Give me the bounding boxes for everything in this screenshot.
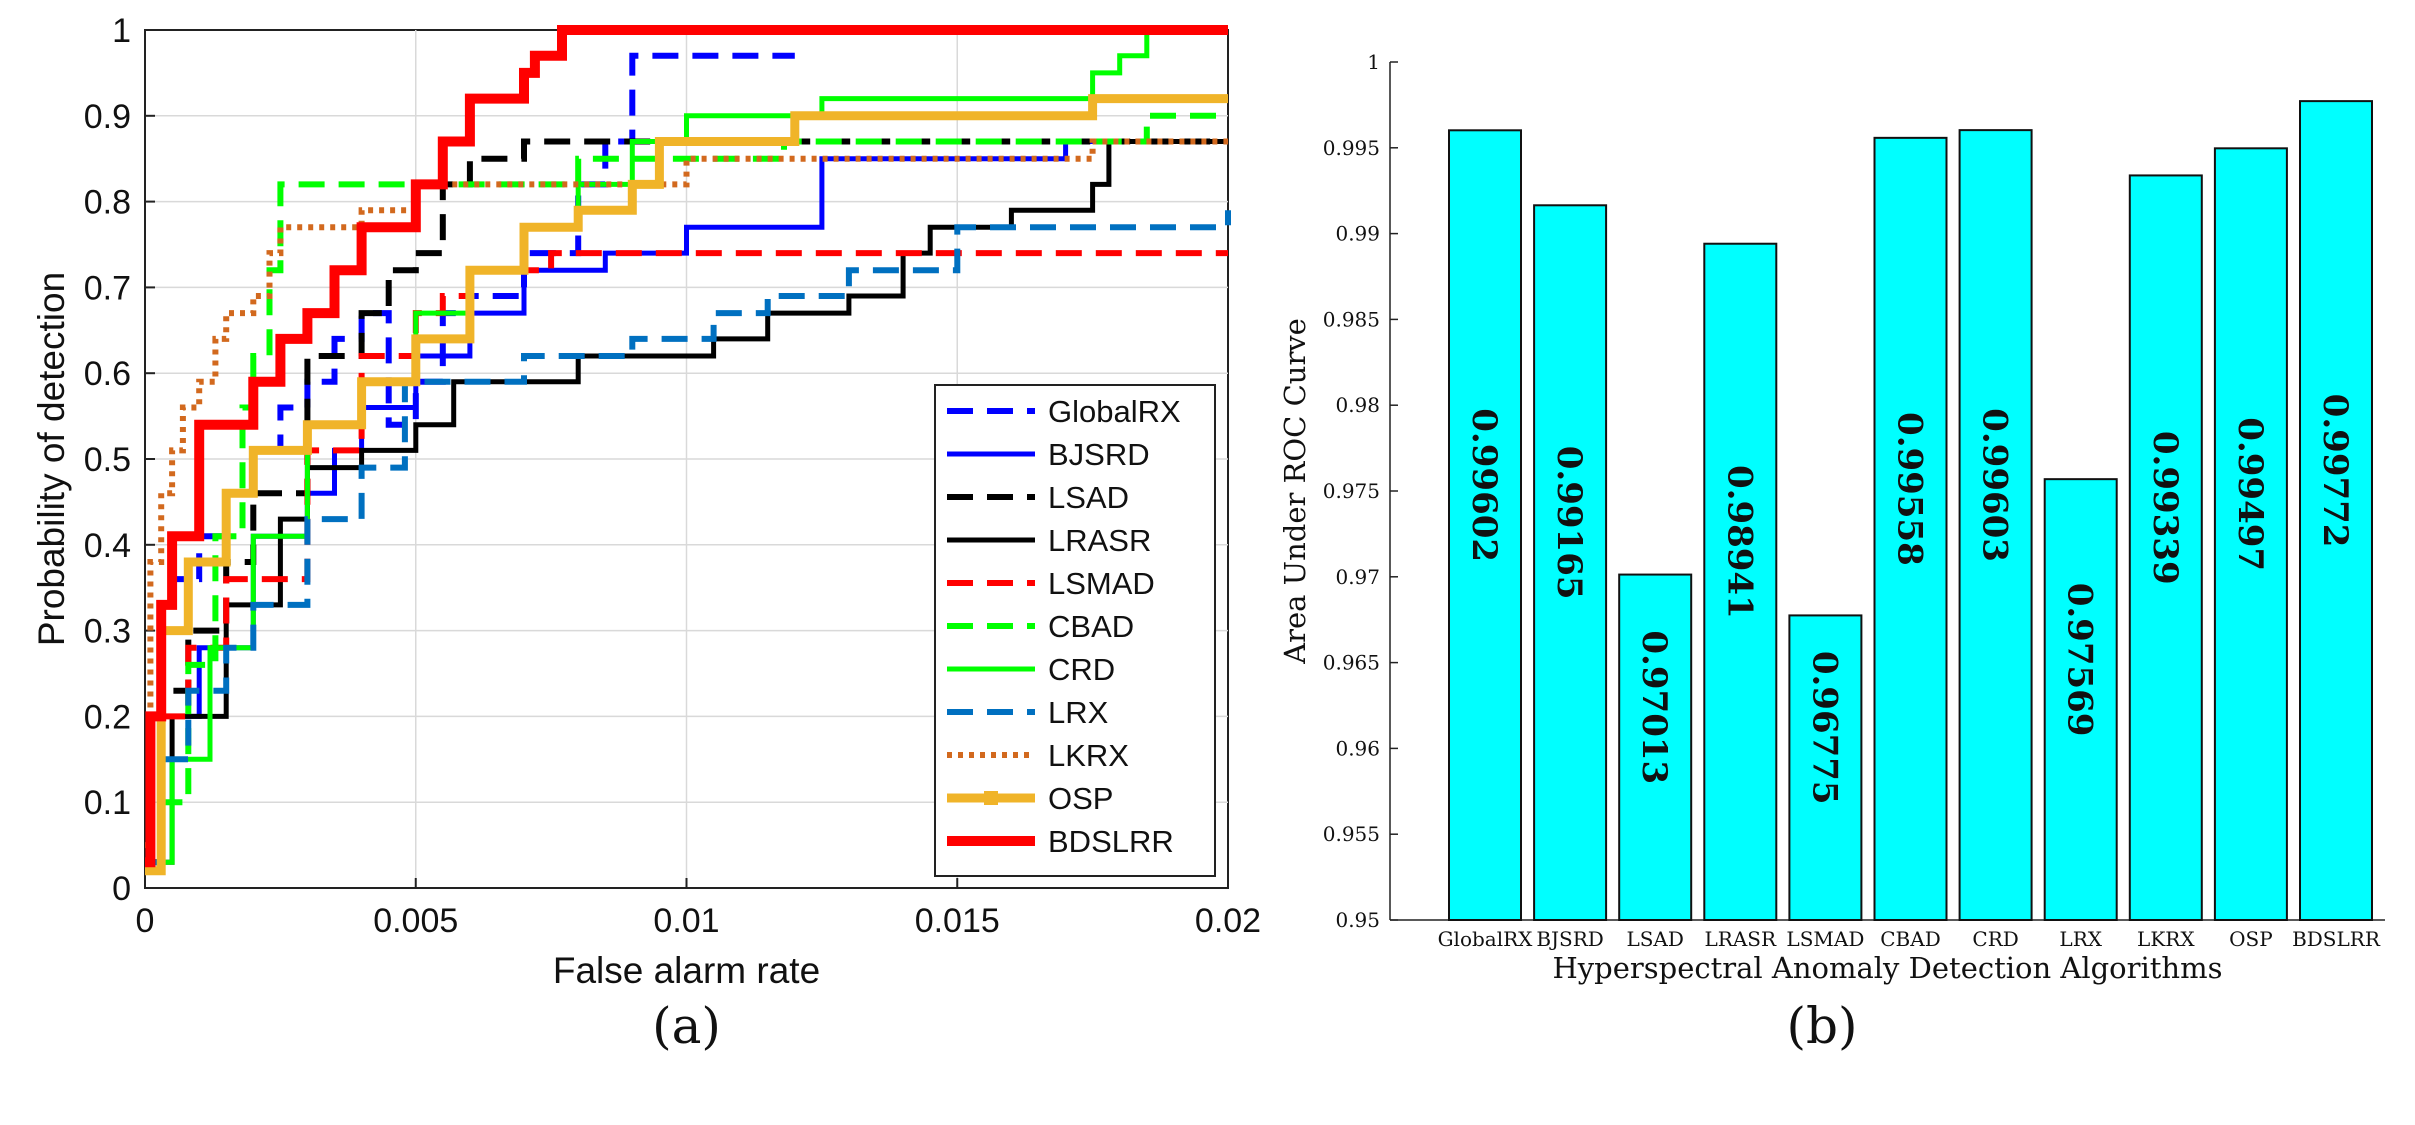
auc-y-tick-label: 0.97 — [1335, 565, 1380, 589]
auc-y-tick-label: 0.975 — [1323, 479, 1380, 503]
auc-bar-value-label: 0.99558 — [1890, 412, 1930, 566]
auc-bar-value-label: 0.99497 — [2230, 417, 2270, 571]
roc-y-tick-label: 0.2 — [84, 698, 131, 736]
auc-x-tick-label: LSMAD — [1786, 927, 1864, 951]
auc-bar — [1618, 573, 1693, 921]
auc-x-tick-label: BDSLRR — [2292, 927, 2381, 951]
roc-y-tick-label: 0.5 — [84, 441, 131, 479]
auc-bar — [1533, 204, 1608, 921]
auc-bar-value-label: 0.97013 — [1634, 630, 1674, 784]
roc-x-tick-label: 0.02 — [1195, 902, 1261, 940]
roc-legend-label: LSAD — [1048, 480, 1129, 515]
roc-legend-label: OSP — [1048, 781, 1113, 816]
auc-bar — [1703, 242, 1778, 921]
roc-legend-label: CRD — [1048, 652, 1115, 687]
roc-y-tick-label: 0.9 — [84, 98, 131, 136]
auc-x-tick-label: LRX — [2059, 927, 2102, 951]
roc-legend-label: GlobalRX — [1048, 394, 1181, 429]
roc-y-tick-label: 1 — [112, 12, 131, 50]
auc-x-tick-label: BJSRD — [1536, 927, 1604, 951]
roc-legend-label: LRX — [1048, 695, 1109, 730]
roc-y-tick-label: 0.8 — [84, 184, 131, 222]
auc-bar-value-label: 0.99339 — [2145, 431, 2185, 585]
auc-bar-value-label: 0.99603 — [1975, 408, 2015, 562]
auc-bar-value-label: 0.97569 — [2060, 583, 2100, 737]
auc-bar — [1788, 614, 1863, 921]
panel-b-label: (b) — [1786, 997, 1857, 1055]
roc-tick-labels: 0 0.005 0.01 0.015 0.02 0 0.1 0.2 0.3 0.4 0.5 0.6 0.… — [84, 12, 1261, 940]
roc-series-group — [145, 25, 1231, 876]
roc-legend: GlobalRX BJSRD LSAD LRASR LSMAD CBAD CRD LRX LKR… — [934, 384, 1216, 877]
auc-bar — [1448, 129, 1522, 921]
auc-bar-value-label: 0.99602 — [1464, 408, 1504, 562]
roc-legend-marker — [984, 791, 998, 805]
auc-x-tick-label: GlobalRX — [1438, 927, 1534, 951]
roc-x-tick-label: 0.01 — [653, 902, 719, 940]
auc-x-tick-label: LKRX — [2137, 927, 2195, 951]
roc-x-tick-label: 0.015 — [915, 902, 1000, 940]
roc-series-lrx — [145, 210, 1231, 866]
auc-x-tick-label: OSP — [2229, 927, 2273, 951]
roc-legend-label: LSMAD — [1048, 566, 1155, 601]
auc-y-tick-label: 1 — [1367, 50, 1380, 74]
auc-tick-labels: 0.95 0.955 0.96 0.965 0.97 0.975 0.98 0.985 0.99… — [1323, 50, 2381, 951]
auc-bar-panel: 0.99602 0.99165 0.97013 0.98941 0.96775 0.995… — [1278, 50, 2385, 1055]
auc-bar — [2043, 478, 2118, 921]
roc-y-tick-label: 0.7 — [84, 269, 131, 307]
auc-bar-value-label: 0.99772 — [2315, 394, 2355, 548]
auc-y-tick-label: 0.985 — [1323, 307, 1380, 331]
roc-y-tick-label: 0.6 — [84, 355, 131, 393]
auc-bar-value-label: 0.99165 — [1549, 446, 1589, 600]
auc-bar — [1958, 129, 2033, 922]
auc-bar — [2213, 147, 2288, 921]
roc-series-osp — [145, 94, 1228, 876]
roc-series-bdslrr — [145, 25, 1228, 868]
roc-y-tick-label: 0.4 — [84, 527, 131, 565]
roc-legend-label: LKRX — [1048, 738, 1129, 773]
roc-x-tick-label: 0.005 — [373, 902, 458, 940]
auc-x-tick-label: CRD — [1972, 927, 2018, 951]
roc-series-lsad — [145, 138, 1228, 866]
auc-bar — [2299, 100, 2373, 921]
roc-legend-label: CBAD — [1048, 609, 1134, 644]
roc-legend-label: BDSLRR — [1048, 824, 1174, 859]
roc-y-axis-label: Probability of detection — [31, 272, 72, 646]
auc-x-tick-label: LSAD — [1626, 927, 1683, 951]
auc-y-tick-label: 0.96 — [1335, 736, 1380, 760]
auc-bar-value-label: 0.98941 — [1719, 465, 1759, 619]
roc-y-tick-label: 0 — [112, 870, 131, 908]
panel-a-label: (a) — [652, 997, 721, 1055]
auc-y-tick-label: 0.99 — [1335, 222, 1380, 246]
roc-y-tick-label: 0.1 — [84, 784, 131, 822]
auc-y-tick-label: 0.955 — [1323, 822, 1380, 846]
roc-legend-label: LRASR — [1048, 523, 1151, 558]
auc-y-tick-label: 0.965 — [1323, 651, 1380, 675]
auc-y-tick-label: 0.98 — [1335, 393, 1380, 417]
auc-bar — [2128, 174, 2203, 921]
auc-y-axis-label: Area Under ROC Curve — [1278, 318, 1312, 665]
roc-legend-label: BJSRD — [1048, 437, 1150, 472]
auc-x-tick-label: CBAD — [1880, 927, 1940, 951]
roc-y-tick-label: 0.3 — [84, 613, 131, 651]
roc-x-axis-label: False alarm rate — [553, 950, 820, 991]
roc-x-tick-label: 0 — [136, 902, 155, 940]
auc-bar — [1873, 136, 1948, 921]
auc-y-tick-label: 0.995 — [1323, 136, 1380, 160]
auc-x-axis-label: Hyperspectral Anomaly Detection Algorith… — [1552, 951, 2222, 985]
auc-bar-value-label: 0.96775 — [1804, 651, 1844, 805]
roc-curve-panel: 0 0.005 0.01 0.015 0.02 0 0.1 0.2 0.3 0.4 0.5 0.6 0.… — [31, 12, 1261, 1055]
auc-x-tick-label: LRASR — [1705, 927, 1777, 951]
auc-y-tick-label: 0.95 — [1335, 908, 1380, 932]
auc-bars: 0.99602 0.99165 0.97013 0.98941 0.96775 0.995… — [1448, 100, 2373, 922]
